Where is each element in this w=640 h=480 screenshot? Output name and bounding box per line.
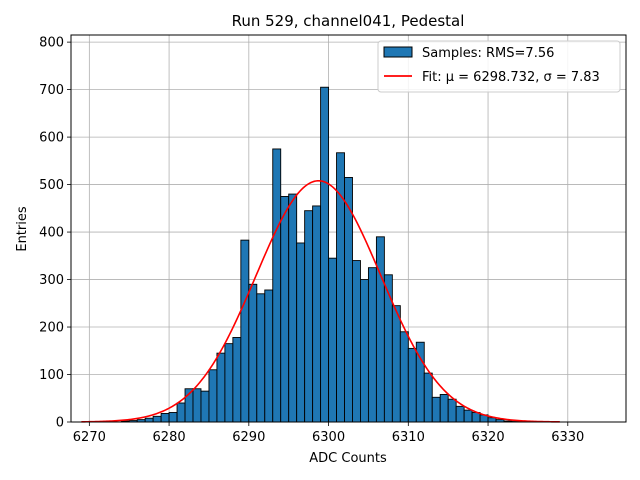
histogram-bar xyxy=(455,405,465,423)
histogram-bar xyxy=(240,239,250,423)
histogram-bar xyxy=(288,193,298,423)
x-tick-label: 6300 xyxy=(312,430,345,445)
x-tick-label: 6290 xyxy=(232,430,265,445)
fit-curve xyxy=(81,179,560,423)
y-tick-label: 400 xyxy=(39,226,64,241)
x-tick-label: 6320 xyxy=(472,430,505,445)
histogram-bar xyxy=(407,347,417,423)
y-tick-label: 200 xyxy=(39,321,64,336)
histogram-bar xyxy=(192,388,202,423)
histogram-bar xyxy=(264,289,274,423)
x-tick-label: 6330 xyxy=(551,430,584,445)
legend-fit-label: Fit: μ = 6298.732, σ = 7.83 xyxy=(422,70,600,85)
y-tick-label: 0 xyxy=(56,416,64,431)
legend-box xyxy=(377,40,621,93)
legend: Samples: RMS=7.56 Fit: μ = 6298.732, σ =… xyxy=(377,40,621,93)
histogram-bar xyxy=(256,293,266,423)
histogram-bar xyxy=(152,415,162,423)
y-tick-label: 300 xyxy=(39,273,64,288)
chart-title: Run 529, channel041, Pedestal xyxy=(232,12,465,30)
histogram-bar xyxy=(200,390,210,423)
x-tick-label: 6270 xyxy=(73,430,106,445)
histogram-bar xyxy=(320,86,330,423)
histogram-bar xyxy=(160,413,170,423)
y-tick-label: 600 xyxy=(39,131,64,146)
x-tick-label: 6280 xyxy=(153,430,186,445)
histogram-bar xyxy=(375,236,385,423)
histogram-bar xyxy=(176,402,186,423)
histogram-bar xyxy=(439,394,449,423)
plot-frame xyxy=(70,34,627,423)
histogram-bar xyxy=(352,260,361,423)
histogram-bar xyxy=(232,337,242,423)
histogram-bar xyxy=(431,396,441,423)
histogram-bar xyxy=(399,331,409,423)
axis-ticks: 6270 6280 6290 6300 6310 6320 6330 0 100 200 300 40… xyxy=(39,36,584,445)
histogram-bar xyxy=(224,343,234,423)
y-tick-label: 800 xyxy=(39,36,64,51)
histogram-bar xyxy=(463,409,473,423)
histogram-bar xyxy=(208,369,218,423)
x-axis-label: ADC Counts xyxy=(309,451,387,466)
histogram-bar xyxy=(280,195,290,423)
histogram-bar xyxy=(296,242,306,423)
histogram-bar xyxy=(423,372,433,423)
y-tick-label: 100 xyxy=(39,368,64,383)
histogram-bar xyxy=(304,210,314,423)
histogram-bar xyxy=(328,257,337,423)
histogram-bar xyxy=(367,267,377,423)
y-tick-label: 700 xyxy=(39,83,64,98)
histogram-bar xyxy=(360,279,369,423)
x-tick-label: 6310 xyxy=(392,430,425,445)
legend-samples-swatch xyxy=(383,46,413,58)
histogram-bar xyxy=(312,205,322,423)
histogram-bar xyxy=(344,177,353,423)
histogram-bar xyxy=(216,352,226,423)
histogram-bar xyxy=(447,398,457,423)
y-axis-label: Entries xyxy=(15,206,30,252)
histogram-bar xyxy=(487,417,497,423)
histogram-bar xyxy=(168,412,178,423)
histogram-bars xyxy=(120,86,521,423)
histogram-bar xyxy=(391,305,401,423)
legend-samples-label: Samples: RMS=7.56 xyxy=(422,46,554,61)
histogram-bar xyxy=(248,283,258,423)
fit-curve-layer xyxy=(81,179,560,423)
y-tick-label: 500 xyxy=(39,178,64,193)
histogram-bar xyxy=(272,148,282,423)
histogram-bar xyxy=(383,274,393,423)
histogram-bar xyxy=(144,417,154,423)
